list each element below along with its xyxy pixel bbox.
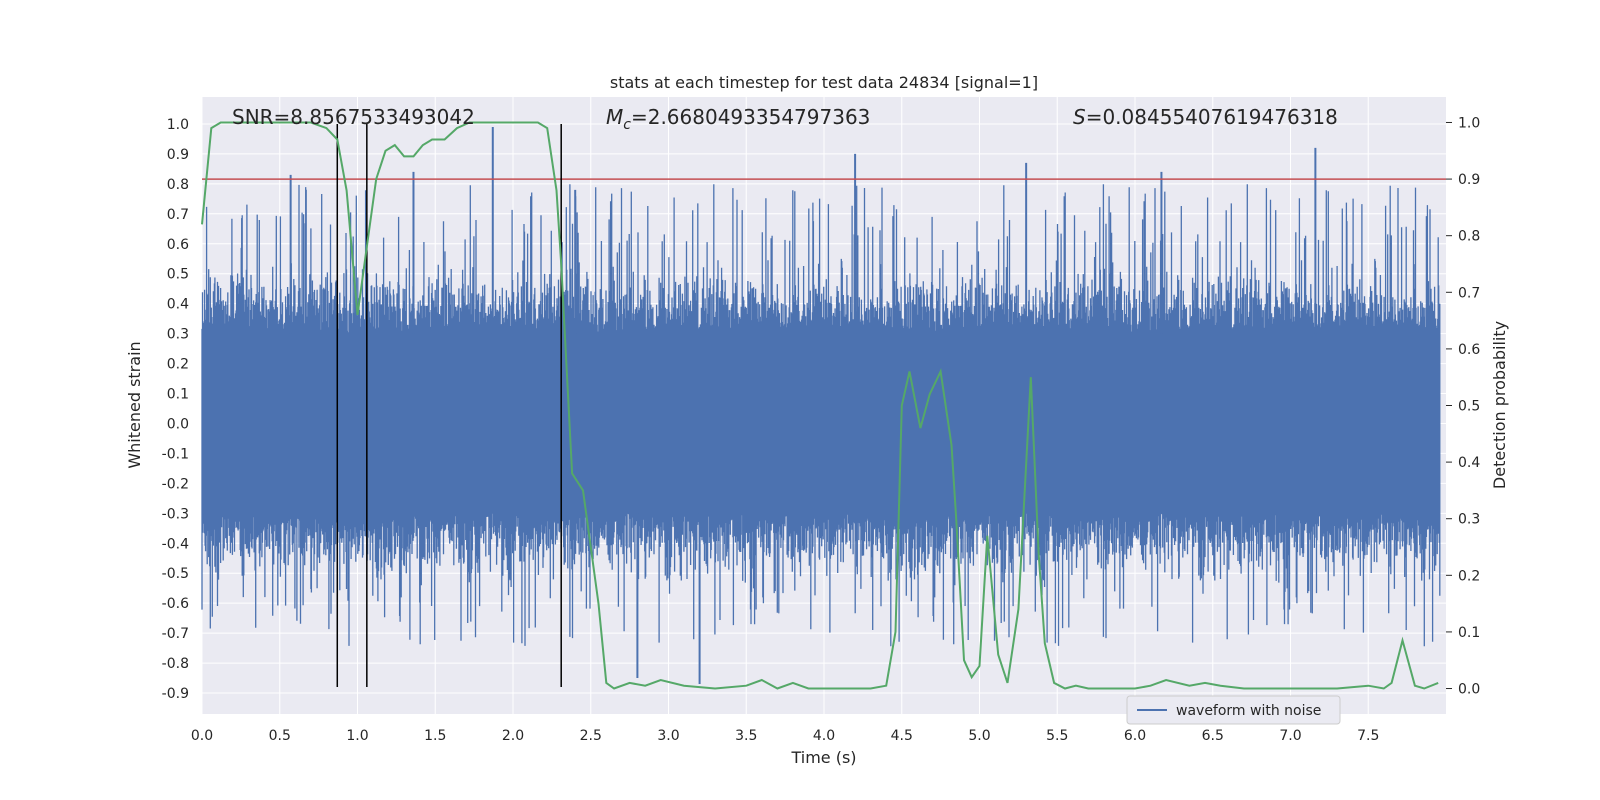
y-tick-label: -0.9 [162,686,189,702]
waveform-core [202,333,1440,514]
x-tick-label: 7.0 [1279,728,1301,744]
y2-tick-label: 0.1 [1458,625,1480,641]
x-tick-label: 5.5 [1046,728,1068,744]
chirp-mass-annotation: Mc=2.6680493354797363 [606,105,870,133]
x-tick-label: 1.5 [424,728,446,744]
y-tick-label: 0.7 [167,207,189,223]
legend-box [1126,695,1341,725]
x-tick-label: 6.0 [1124,728,1146,744]
y-tick-label: -0.1 [162,446,189,462]
x-tick-label: 0.5 [269,728,291,744]
y-tick-label: 0.5 [167,267,189,283]
y2-tick-label: 0.8 [1458,229,1480,245]
x-tick-label: 3.5 [735,728,757,744]
waveform-series [201,126,1441,685]
y2-tick-label: 0.3 [1458,512,1480,528]
chirp-mass-subscript: c [623,117,631,133]
y-tick-label: -0.8 [162,656,189,672]
y-tick-label: -0.6 [162,596,189,612]
y-tick-label: -0.7 [162,626,189,642]
y-tick-label: 1.0 [167,117,189,133]
y-tick-label: 0.0 [167,416,189,432]
legend-label: waveform with noise [1176,703,1321,719]
y-tick-label: -0.3 [162,506,189,522]
snr-annotation: SNR=8.8567533493042 [232,105,475,129]
legend: waveform with noise [1126,695,1341,725]
y-tick-label: 0.9 [167,147,189,163]
y-tick-label: 0.6 [167,237,189,253]
y2-axis-label: Detection probability [1490,321,1509,489]
y-tick-label: -0.4 [162,536,189,552]
y-tick-label: 0.2 [167,357,189,373]
y-tick-label: -0.2 [162,476,189,492]
y2-tick-label: 0.7 [1458,285,1480,301]
detection-probability-line [201,121,1439,690]
y2-tick-label: 0.6 [1458,342,1480,358]
y2-tick-label: 0.2 [1458,568,1480,584]
x-tick-label: 4.0 [813,728,835,744]
axes: 0.0 0.5 1.0 1.5 2.0 2.5 3.0 3.5 4.0 4.5 5.0 5.5 6.0 6… [162,115,1481,744]
x-tick-label: 7.5 [1357,728,1379,744]
chirp-mass-symbol: M [606,105,623,129]
x-tick-label: 4.5 [891,728,913,744]
y-tick-label: -0.5 [162,566,189,582]
y2-tick-label: 0.0 [1458,682,1480,698]
x-tick-label: 2.5 [580,728,602,744]
x-axis-label: Time (s) [790,748,856,767]
x-tick-label: 0.0 [191,728,213,744]
y-tick-label: 0.4 [167,297,189,313]
y2-tick-label: 0.9 [1458,172,1480,188]
x-tick-label: 3.0 [657,728,679,744]
x-tick-label: 2.0 [502,728,524,744]
y-axis-label: Whitened strain [125,341,144,468]
s-annotation: S=0.08455407619476318 [1073,105,1338,129]
x-tick-label: 1.0 [346,728,368,744]
chart-title: stats at each timestep for test data 248… [610,73,1038,92]
y2-tick-label: 0.5 [1458,399,1480,415]
y-tick-label: 0.1 [167,387,189,403]
y2-tick-label: 0.4 [1458,455,1480,471]
y-tick-label: 0.8 [167,177,189,193]
y-tick-label: 0.3 [167,327,189,343]
x-tick-label: 6.5 [1202,728,1224,744]
chirp-mass-value: =2.6680493354797363 [631,105,870,129]
y2-tick-label: 1.0 [1458,115,1480,131]
s-value: =0.08455407619476318 [1086,105,1338,129]
overlay [201,121,1446,690]
x-tick-label: 5.0 [968,728,990,744]
s-symbol: S [1073,105,1086,129]
